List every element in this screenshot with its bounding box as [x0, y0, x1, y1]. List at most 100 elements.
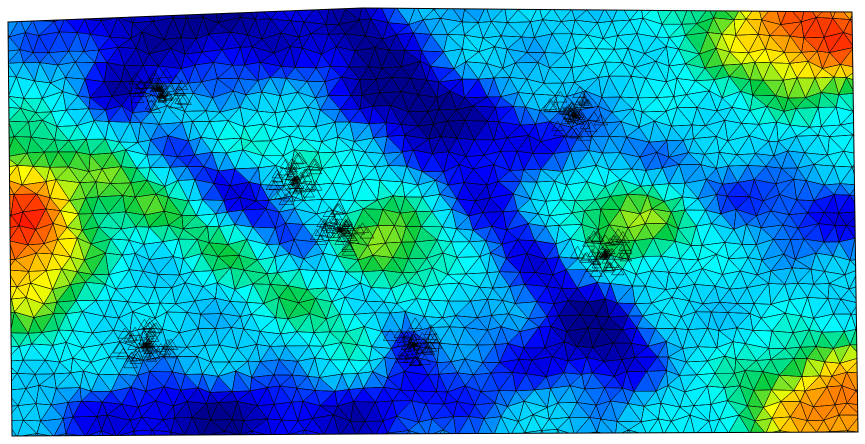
- mesh-element: [855, 328, 858, 346]
- mesh-element: [76, 8, 97, 10]
- mesh-edge: [543, 8, 560, 9]
- mesh-element: [283, 433, 295, 436]
- mesh-edge: [141, 0, 159, 5]
- mesh-element: [8, 212, 12, 230]
- mesh-element: [854, 228, 858, 246]
- mesh-edge: [455, 8, 478, 10]
- mesh-element: [646, 433, 665, 436]
- mesh-element: [662, 8, 680, 10]
- mesh-edge: [8, 228, 10, 241]
- mesh-element: [312, 433, 330, 436]
- mesh-edge: [252, 8, 273, 9]
- mesh-element: [0, 229, 2, 241]
- mesh-element: [457, 437, 477, 444]
- mesh-element: [454, 8, 478, 10]
- mesh-element: [173, 0, 184, 3]
- mesh-element: [8, 120, 10, 141]
- mesh-edge: [728, 8, 745, 11]
- mesh-element: [8, 228, 10, 241]
- mesh-edge: [662, 8, 680, 10]
- mesh-edge: [16, 8, 32, 10]
- mesh-element: [852, 120, 858, 137]
- mesh-edge: [854, 83, 858, 94]
- mesh-edge: [766, 0, 779, 4]
- mesh-edge: [853, 92, 858, 112]
- mesh-edge: [579, 8, 594, 11]
- mesh-element: [728, 8, 745, 11]
- mesh-element: [288, 8, 304, 11]
- mesh-element: [672, 8, 689, 9]
- mesh-element: [303, 0, 322, 7]
- mesh-element: [681, 434, 696, 436]
- mesh-edge: [552, 8, 573, 10]
- mesh-element: [336, 8, 356, 10]
- mesh-edge: [181, 0, 193, 3]
- mesh-element: [483, 435, 502, 436]
- mesh-edge: [0, 34, 3, 52]
- mesh-element: [433, 8, 452, 10]
- mesh-element: [361, 435, 380, 436]
- mesh-element: [0, 253, 2, 273]
- mesh-edge: [641, 0, 656, 7]
- mesh-element: [543, 8, 560, 9]
- mesh-edge: [603, 8, 621, 10]
- mesh-edge: [830, 0, 853, 5]
- mesh-element: [861, 212, 865, 229]
- mesh-edge: [316, 0, 330, 7]
- mesh-element: [0, 180, 7, 195]
- mesh-element: [856, 182, 858, 197]
- mesh-edge: [76, 8, 97, 20]
- mesh-edge: [8, 91, 9, 108]
- mesh-element: [323, 434, 341, 436]
- mesh-element: [517, 8, 540, 11]
- mesh-edge: [486, 0, 505, 8]
- mesh-edge: [151, 0, 174, 5]
- mesh-element: [208, 0, 221, 3]
- mesh-element: [838, 0, 856, 7]
- mesh-element: [788, 0, 806, 6]
- mesh-element: [0, 152, 6, 169]
- mesh-element: [355, 0, 374, 3]
- mesh-element: [859, 303, 865, 315]
- mesh-element: [708, 434, 725, 436]
- mesh-element: [723, 432, 743, 436]
- mesh-element: [0, 285, 2, 304]
- mesh-element: [9, 8, 24, 10]
- mesh-element: [573, 431, 598, 436]
- mesh-edge: [303, 0, 322, 7]
- mesh-element: [477, 0, 496, 6]
- mesh-edge: [779, 0, 799, 6]
- mesh-edge: [374, 0, 392, 5]
- mesh-element: [132, 8, 154, 24]
- mesh-element: [852, 134, 858, 156]
- mesh-element: [476, 435, 495, 436]
- mesh-edge: [852, 109, 858, 122]
- mesh-element: [8, 314, 11, 334]
- mesh-element: [0, 106, 1, 127]
- mesh-edge: [517, 8, 540, 11]
- mesh-edge: [259, 8, 281, 9]
- mesh-element: [8, 8, 11, 21]
- mesh-edge: [322, 0, 337, 5]
- mesh-edge: [558, 8, 581, 10]
- mesh-element: [592, 8, 616, 10]
- mesh-edge: [64, 8, 86, 20]
- mesh-element: [486, 0, 505, 8]
- mesh-element: [860, 62, 865, 83]
- mesh-element: [855, 8, 858, 9]
- mesh-edge: [0, 213, 2, 229]
- mesh-element: [109, 8, 127, 18]
- mesh-element: [0, 34, 3, 52]
- mesh-element: [96, 0, 110, 4]
- mesh-element: [410, 0, 422, 5]
- mesh-element: [538, 8, 554, 9]
- mesh-element: [829, 430, 848, 436]
- mesh-edge: [0, 20, 1, 33]
- mesh-element: [775, 0, 788, 6]
- mesh-edge: [673, 8, 689, 9]
- mesh-edge: [8, 8, 17, 10]
- mesh-element: [0, 342, 2, 359]
- mesh-edge: [137, 0, 151, 5]
- mesh-element: [586, 8, 606, 11]
- mesh-element: [859, 283, 865, 303]
